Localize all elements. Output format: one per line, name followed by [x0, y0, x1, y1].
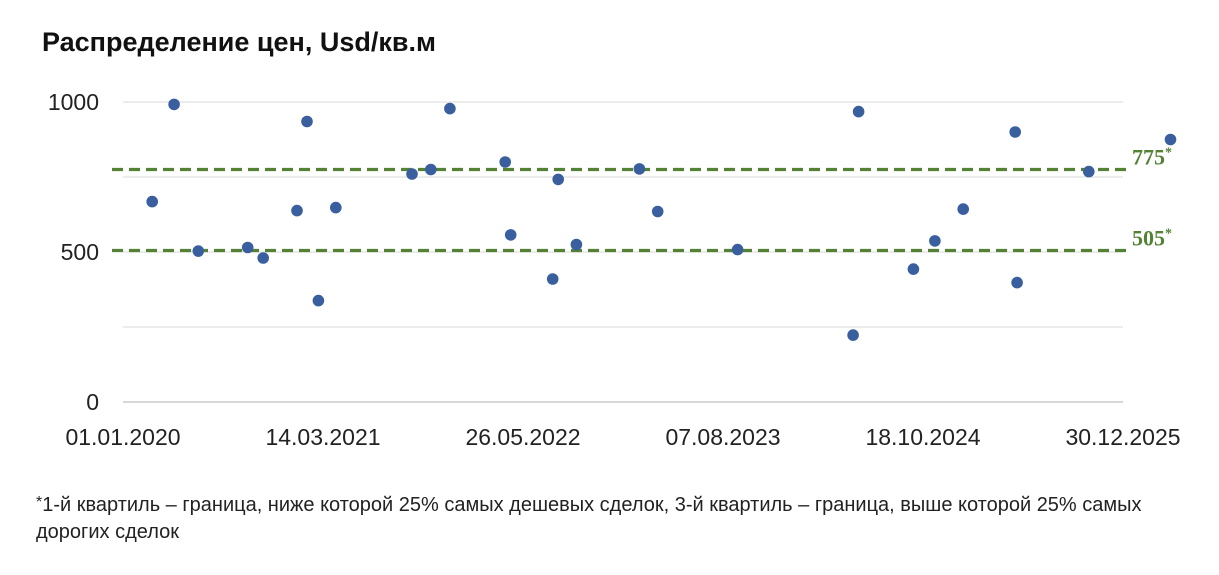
data-point: [406, 168, 418, 180]
data-point: [146, 195, 158, 208]
data-point: [731, 243, 744, 256]
y-tick-label: 1000: [48, 89, 99, 115]
x-tick-label: 18.10.2024: [865, 424, 980, 450]
data-point: [301, 115, 313, 128]
data-point: [929, 235, 941, 247]
reference-line-value: 775: [1132, 145, 1165, 170]
x-tick-label: 07.08.2023: [665, 424, 780, 450]
data-point: [633, 163, 646, 175]
y-axis-ticks: 0 500 1000: [48, 89, 99, 415]
data-point: [241, 241, 254, 254]
data-point: [957, 203, 969, 215]
footnote: *1-й квартиль – граница, ниже которой 25…: [36, 489, 1186, 546]
data-point: [907, 263, 920, 275]
data-point: [1164, 133, 1177, 146]
data-point: [330, 201, 342, 214]
x-tick-label: 26.05.2022: [465, 424, 580, 450]
reference-line-label: 505*: [1132, 226, 1172, 251]
data-point: [1083, 165, 1095, 178]
reference-line-value: 505: [1132, 226, 1165, 251]
x-tick-label: 30.12.2025: [1065, 424, 1180, 450]
footnote-marker: *: [36, 494, 43, 511]
reference-line-labels: 775*505*: [1132, 145, 1172, 251]
x-tick-label: 14.03.2021: [265, 424, 380, 450]
x-axis-ticks: 01.01.2020 14.03.2021 26.05.2022 07.08.2023…: [65, 424, 1180, 450]
data-point: [1011, 276, 1023, 289]
reference-lines: [112, 167, 1127, 253]
data-point: [847, 329, 859, 341]
data-point: [546, 273, 559, 285]
y-tick-label: 500: [61, 239, 99, 265]
data-point: [1009, 126, 1021, 138]
data-point: [192, 245, 205, 257]
data-point: [499, 156, 512, 168]
data-point: [168, 98, 180, 111]
data-point: [444, 102, 456, 115]
data-point: [651, 205, 664, 218]
data-point: [312, 294, 325, 307]
chart-title: Распределение цен, Usd/кв.м: [42, 27, 436, 57]
reference-line-marker: *: [1165, 227, 1172, 242]
data-point: [852, 105, 865, 118]
y-tick-label: 0: [86, 389, 99, 415]
data-point: [425, 163, 437, 176]
x-tick-label: 01.01.2020: [65, 424, 180, 450]
data-point: [570, 238, 583, 251]
reference-line-marker: *: [1165, 146, 1172, 161]
footnote-text: 1-й квартиль – граница, ниже которой 25%…: [36, 494, 1142, 543]
data-points: [146, 98, 1177, 341]
reference-line-label: 775*: [1132, 145, 1172, 170]
data-point: [291, 204, 303, 217]
data-point: [257, 252, 270, 264]
data-point: [504, 229, 517, 241]
data-point: [552, 173, 564, 186]
